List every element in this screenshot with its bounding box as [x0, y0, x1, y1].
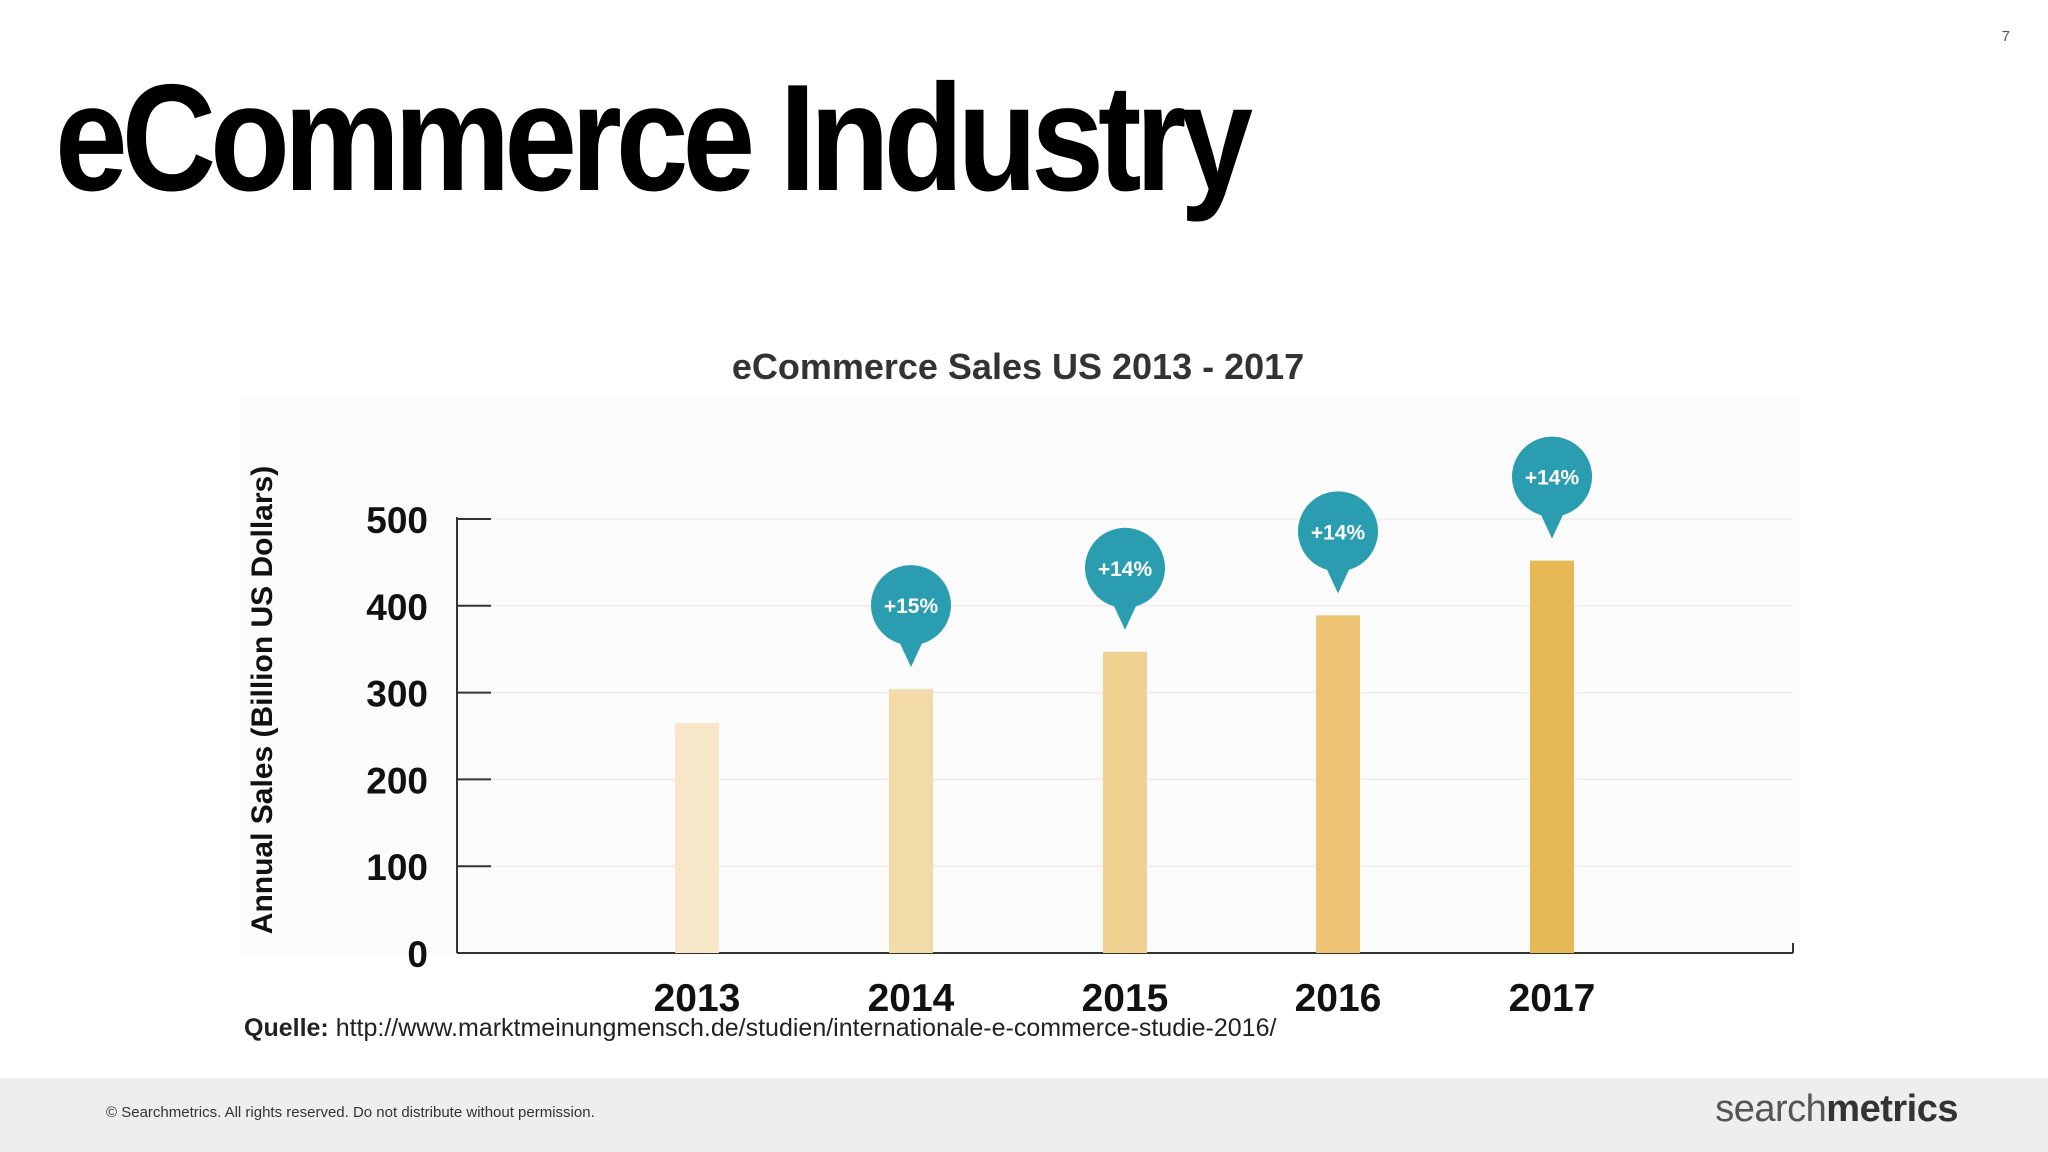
x-tick-label: 2014 [868, 977, 955, 1020]
source-citation: Quelle: http://www.marktmeinungmensch.de… [244, 1014, 1276, 1043]
page-number: 7 [2001, 28, 2010, 45]
slide-title: eCommerce Industry [55, 53, 1253, 223]
x-tick-label: 2017 [1509, 977, 1596, 1020]
bar-2017 [1530, 560, 1574, 953]
callout-pointer [898, 639, 924, 668]
growth-label: +14% [1525, 467, 1580, 490]
brand-bold: metrics [1826, 1088, 1958, 1130]
y-tick-label: 200 [366, 760, 428, 801]
y-axis-label: Annual Sales (Billion US Dollars) [246, 466, 279, 934]
source-url[interactable]: http://www.marktmeinungmensch.de/studien… [335, 1014, 1277, 1042]
growth-callout [1512, 436, 1592, 517]
y-tick-label: 300 [366, 674, 428, 715]
growth-label: +15% [884, 595, 939, 618]
growth-callout [871, 565, 951, 646]
bar-2015 [1103, 651, 1147, 953]
y-tick-label: 0 [407, 934, 428, 975]
sales-chart: eCommerce Sales US 2013 - 2017 Annual Sal… [246, 346, 1794, 1020]
brand-light: search [1715, 1088, 1827, 1130]
bar-2016 [1316, 615, 1360, 953]
chart-title: eCommerce Sales US 2013 - 2017 [732, 346, 1304, 387]
callout-pointer [1539, 510, 1565, 539]
bar-2014 [889, 689, 933, 953]
x-tick-label: 2016 [1295, 977, 1382, 1020]
searchmetrics-logo: searchmetrics [1715, 1088, 1958, 1131]
footer: © Searchmetrics. All rights reserved. Do… [0, 1078, 2048, 1152]
growth-label: +14% [1098, 558, 1153, 581]
bar-2013 [675, 722, 719, 953]
growth-label: +14% [1311, 521, 1366, 544]
y-tick-label: 400 [366, 587, 428, 628]
x-tick-label: 2013 [654, 977, 741, 1020]
y-tick-label: 500 [366, 500, 428, 541]
y-tick-label: 100 [366, 847, 428, 888]
growth-callout [1298, 491, 1378, 572]
callout-pointer [1112, 601, 1138, 630]
copyright-notice: © Searchmetrics. All rights reserved. Do… [106, 1104, 595, 1121]
callout-pointer [1325, 565, 1351, 594]
x-tick-label: 2015 [1082, 977, 1169, 1020]
source-label: Quelle: [244, 1014, 329, 1042]
growth-callout [1085, 527, 1165, 608]
